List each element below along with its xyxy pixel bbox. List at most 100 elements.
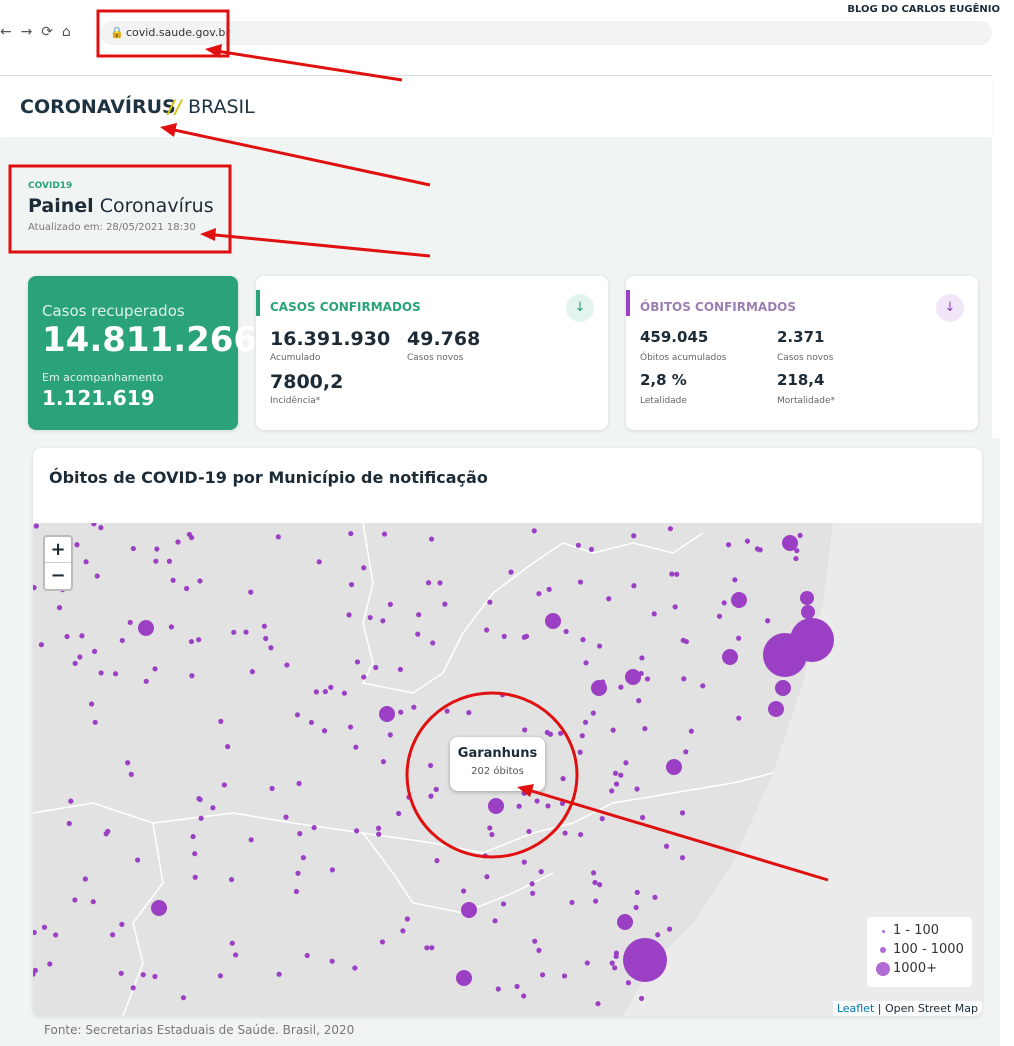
dot[interactable]	[38, 642, 44, 648]
dot[interactable]	[495, 986, 501, 992]
dot[interactable]	[424, 945, 430, 951]
dot[interactable]	[91, 648, 98, 654]
dot[interactable]	[591, 680, 607, 696]
dot[interactable]	[275, 534, 281, 540]
dot[interactable]	[559, 800, 566, 806]
dot[interactable]	[425, 580, 432, 586]
dot[interactable]	[775, 680, 791, 696]
dot[interactable]	[560, 776, 566, 782]
dot[interactable]	[316, 559, 322, 565]
dot[interactable]	[722, 649, 738, 665]
dot[interactable]	[782, 535, 798, 551]
dot[interactable]	[534, 798, 540, 804]
dot[interactable]	[577, 749, 583, 755]
dot[interactable]	[296, 780, 302, 787]
dot[interactable]	[283, 814, 289, 820]
dot[interactable]	[90, 899, 96, 905]
dot[interactable]	[545, 613, 561, 629]
dot[interactable]	[269, 785, 275, 792]
dot[interactable]	[716, 613, 723, 619]
dot[interactable]	[800, 591, 814, 605]
dot[interactable]	[361, 565, 367, 571]
dot[interactable]	[98, 525, 104, 531]
dot[interactable]	[521, 993, 527, 999]
toggle[interactable]: ↓	[936, 294, 964, 322]
dot[interactable]	[41, 924, 48, 930]
dot[interactable]	[127, 619, 133, 626]
dot[interactable]	[396, 810, 402, 817]
dot[interactable]	[466, 710, 472, 716]
dot[interactable]	[590, 870, 597, 876]
dot[interactable]	[499, 692, 506, 698]
dot[interactable]	[68, 798, 74, 804]
dot[interactable]	[500, 901, 507, 907]
dot[interactable]	[293, 888, 300, 895]
dot[interactable]	[83, 559, 89, 565]
dot[interactable]	[638, 995, 645, 1002]
dot[interactable]	[196, 637, 202, 643]
dot[interactable]	[644, 676, 651, 682]
dot[interactable]	[329, 867, 335, 873]
dot[interactable]	[625, 669, 641, 685]
dot[interactable]	[625, 980, 632, 986]
dot[interactable]	[592, 879, 598, 886]
dot[interactable]	[112, 671, 119, 677]
dot[interactable]	[801, 605, 815, 619]
dot[interactable]	[631, 583, 637, 589]
dot[interactable]	[623, 938, 667, 982]
dot[interactable]	[138, 620, 154, 636]
dot[interactable]	[482, 853, 488, 859]
dot[interactable]	[539, 972, 546, 978]
dot[interactable]	[361, 674, 367, 680]
dot[interactable]	[348, 530, 354, 537]
dot[interactable]	[217, 973, 223, 979]
dot[interactable]	[569, 899, 575, 906]
dot[interactable]	[674, 571, 680, 577]
dot[interactable]	[128, 771, 134, 777]
dot[interactable]	[353, 744, 359, 750]
dot[interactable]	[376, 831, 382, 837]
dot[interactable]	[521, 859, 527, 865]
dot[interactable]	[666, 926, 673, 932]
dot[interactable]	[633, 904, 639, 911]
dot[interactable]	[249, 669, 255, 675]
dot[interactable]	[489, 831, 495, 838]
dot[interactable]	[415, 631, 421, 637]
dot[interactable]	[381, 531, 388, 537]
dot[interactable]	[294, 712, 301, 718]
dot[interactable]	[754, 546, 761, 552]
dot[interactable]	[666, 759, 682, 775]
dot[interactable]	[522, 727, 528, 733]
dot[interactable]	[119, 921, 125, 928]
dot[interactable]	[143, 678, 149, 684]
dot[interactable]	[82, 876, 88, 882]
dot[interactable]	[297, 831, 303, 837]
dot[interactable]	[428, 536, 435, 542]
dot[interactable]	[508, 569, 514, 575]
dot[interactable]	[721, 600, 727, 606]
dot[interactable]	[562, 830, 568, 836]
dot[interactable]	[652, 894, 658, 900]
dot[interactable]	[584, 960, 590, 966]
dot[interactable]	[593, 898, 599, 904]
dot[interactable]	[189, 673, 195, 679]
dot[interactable]	[434, 858, 440, 864]
dot[interactable]	[188, 638, 195, 645]
dot[interactable]	[765, 618, 771, 624]
nav-icons[interactable]: ← → ⟳ ⌂	[0, 24, 71, 40]
dot[interactable]	[196, 796, 202, 802]
dot[interactable]	[460, 888, 467, 894]
dot[interactable]	[427, 762, 434, 769]
dot[interactable]	[263, 635, 269, 642]
dot[interactable]	[456, 970, 472, 986]
dot[interactable]	[268, 645, 274, 651]
dot[interactable]	[91, 523, 97, 527]
dot[interactable]	[311, 824, 317, 831]
dot[interactable]	[56, 605, 63, 611]
dot[interactable]	[221, 782, 227, 788]
dot[interactable]	[523, 633, 530, 639]
dot[interactable]	[642, 726, 648, 732]
dot[interactable]	[492, 918, 498, 924]
dot[interactable]	[667, 526, 674, 532]
dot[interactable]	[243, 629, 249, 635]
